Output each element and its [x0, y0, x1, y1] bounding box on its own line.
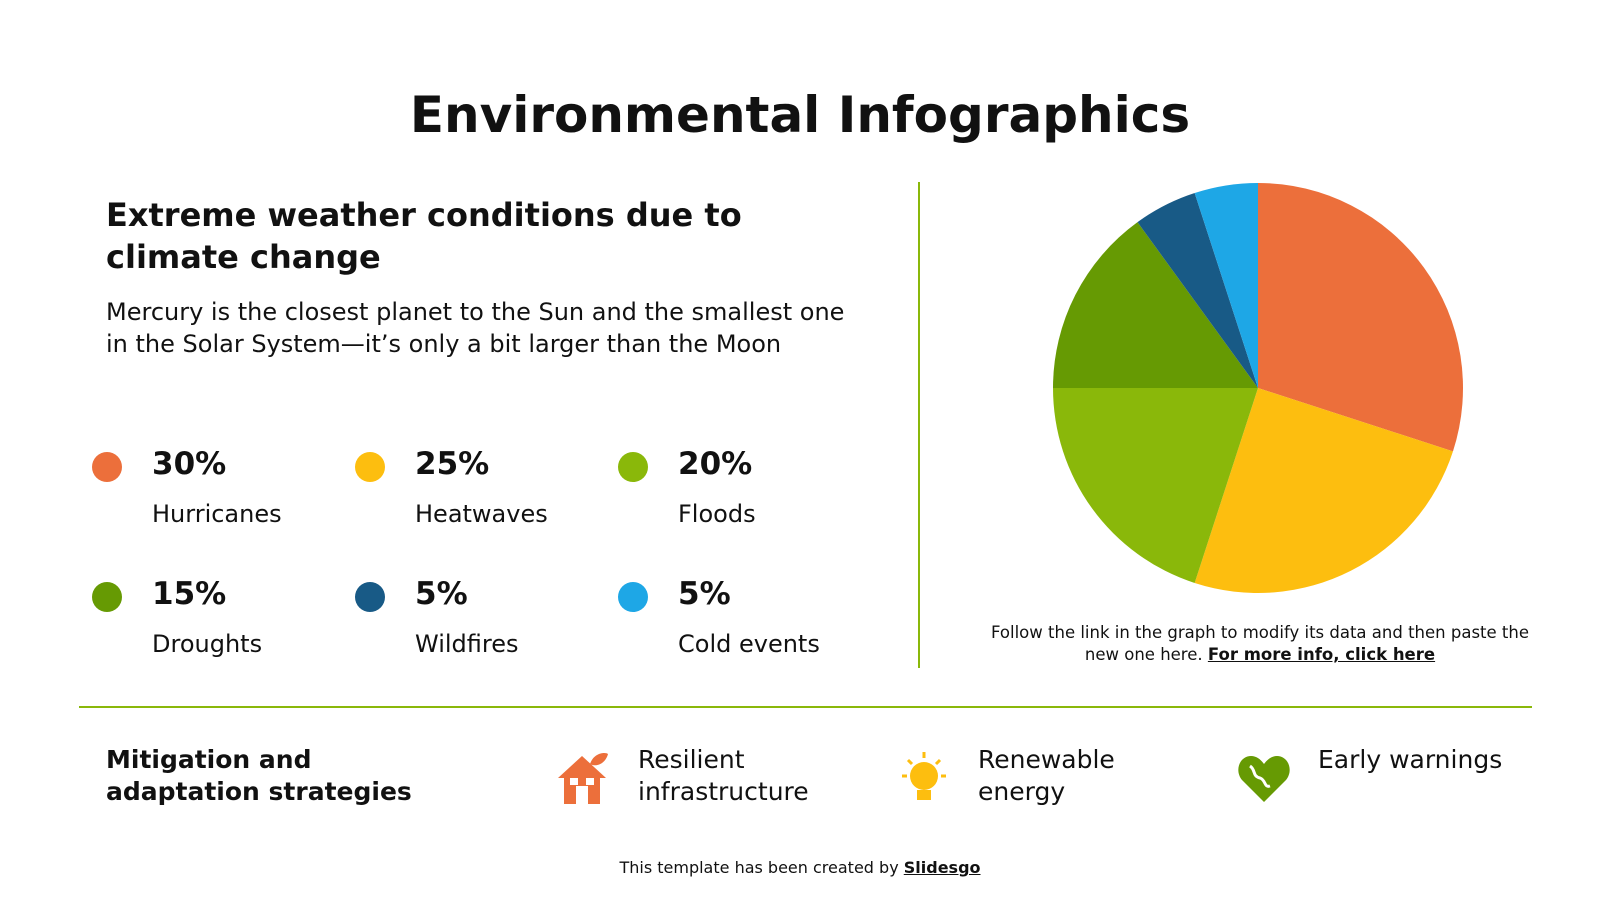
- divider: [918, 182, 920, 668]
- legend-label: Cold events: [678, 630, 820, 658]
- legend-value: 25%: [415, 446, 490, 482]
- pie-slice: [1053, 222, 1258, 388]
- legend-dot: [618, 582, 648, 612]
- pie-chart: [1053, 183, 1463, 593]
- note-link[interactable]: For more info, click here: [1207, 645, 1436, 664]
- pie-slice: [1137, 193, 1258, 388]
- legend-dot: [92, 452, 122, 482]
- legend-label: Droughts: [152, 630, 263, 658]
- pie-slice: [1194, 388, 1453, 593]
- pie-slice: [1053, 388, 1258, 583]
- pie-slice: [1194, 183, 1258, 388]
- legend-label: Wildfires: [415, 630, 519, 658]
- footer-text: This template has been created by: [619, 858, 899, 877]
- legend-value: 30%: [152, 446, 227, 482]
- divider: [79, 706, 1532, 708]
- strategy: Resilient infrastructure: [638, 745, 809, 806]
- footer: This template has been created by Slides…: [0, 858, 1600, 877]
- strategies-heading: Mitigation and adaptation strategies: [106, 745, 412, 806]
- pie-slice: [1258, 183, 1463, 452]
- legend-value: 20%: [678, 446, 753, 482]
- legend-label: Floods: [678, 500, 756, 528]
- note-text: Follow the link in the graph to modify i…: [991, 623, 1529, 664]
- note: Follow the link in the graph to modify i…: [990, 622, 1530, 666]
- strategy: Renewable energy: [978, 745, 1115, 806]
- footer-link[interactable]: Slidesgo: [903, 858, 981, 877]
- heading: Extreme weather conditions due to climat…: [106, 196, 742, 276]
- legend-dot: [92, 582, 122, 612]
- legend-label: Heatwaves: [415, 500, 548, 528]
- legend-value: 15%: [152, 576, 227, 612]
- legend-dot: [618, 452, 648, 482]
- legend-dot: [355, 582, 385, 612]
- bulb-icon: [902, 752, 946, 800]
- legend-value: 5%: [415, 576, 468, 612]
- legend-dot: [355, 452, 385, 482]
- description: Mercury is the closest planet to the Sun…: [106, 298, 845, 358]
- title: Environmental Infographics: [409, 86, 1191, 144]
- legend-value: 5%: [678, 576, 731, 612]
- heart-icon: [1238, 756, 1290, 802]
- house-icon: [558, 753, 608, 804]
- strategy: Early warnings: [1318, 745, 1503, 774]
- legend-label: Hurricanes: [152, 500, 282, 528]
